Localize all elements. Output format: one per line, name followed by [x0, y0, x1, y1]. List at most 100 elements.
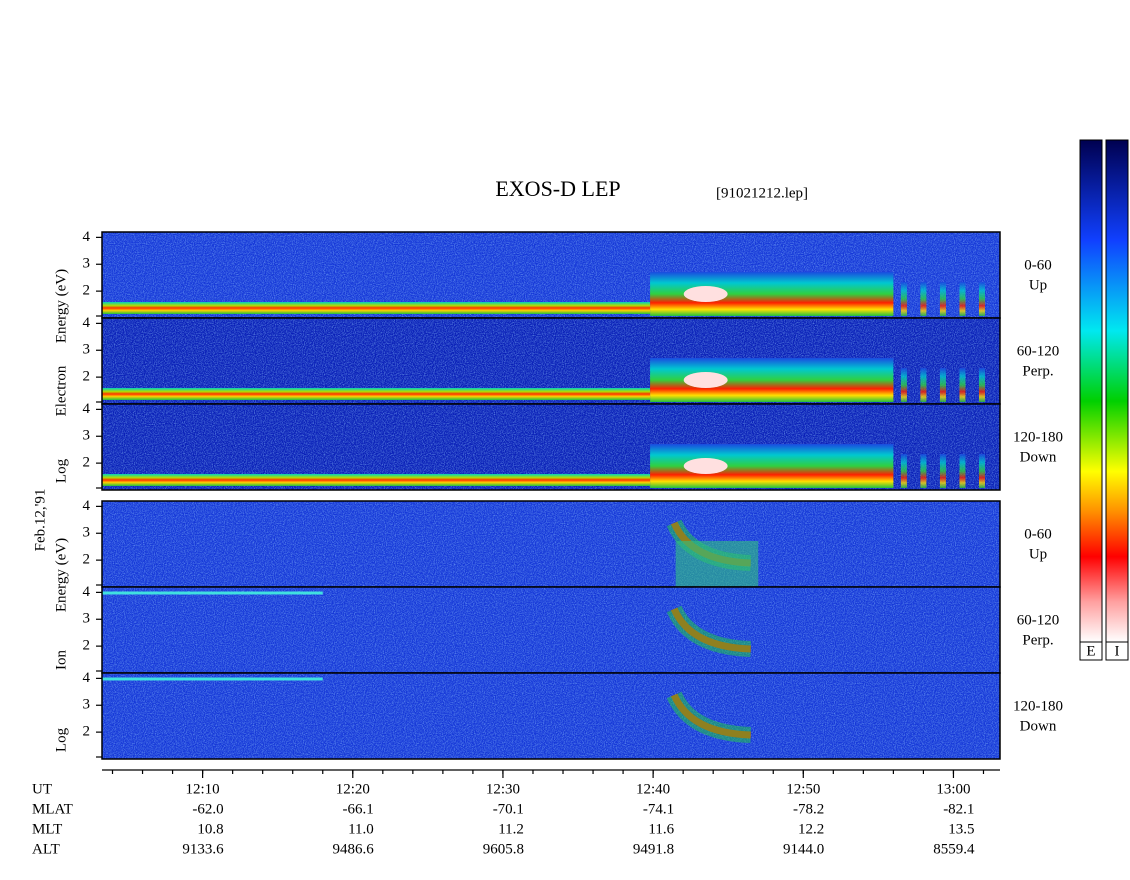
y-tick-label: 2 [83, 552, 91, 568]
spectrogram-panel [102, 501, 1000, 587]
x-tick-label: 12:40 [636, 781, 670, 797]
y-axis-label: Electron [53, 365, 69, 416]
flux-band [102, 388, 651, 400]
panel-angle: 0-60 [1024, 526, 1052, 542]
flux-peak [683, 286, 728, 302]
y-tick-label: 3 [83, 525, 91, 541]
row-label: MLT [32, 821, 62, 837]
spectrogram-panel [102, 673, 1000, 759]
y-axis-label: Energy (eV) [53, 538, 69, 612]
ion-arc-halo [666, 691, 752, 743]
row-value: -70.1 [493, 801, 524, 817]
panel-direction: Up [1029, 546, 1047, 562]
row-value: 11.6 [648, 821, 674, 837]
y-tick-label: 3 [83, 697, 91, 713]
panel-frame [101, 672, 1001, 760]
row-label: ALT [32, 841, 60, 857]
flux-spike [978, 368, 985, 402]
row-value: 12.2 [798, 821, 824, 837]
flux-spike [978, 454, 985, 488]
y-tick-label: 4 [83, 584, 91, 600]
y-tick-label: 2 [83, 455, 91, 471]
flux-band [102, 474, 651, 486]
colorbar [1079, 139, 1103, 643]
y-tick-label: 2 [83, 283, 91, 299]
flux-spike [959, 368, 966, 402]
row-value: 9144.0 [783, 841, 824, 857]
file-name: [91021212.lep] [716, 185, 808, 201]
colorbars: E I [1079, 139, 1129, 661]
flux-spike [959, 282, 966, 316]
y-tick-label: 3 [83, 342, 91, 358]
x-tick-label: 12:10 [186, 781, 220, 797]
row-value: -74.1 [643, 801, 674, 817]
colorbar-label: I [1115, 643, 1120, 659]
flux-spike [939, 282, 946, 316]
row-value: -82.1 [943, 801, 974, 817]
panel-direction: Down [1020, 718, 1057, 734]
colorbar [1105, 139, 1129, 643]
spectrogram-panel [102, 404, 1000, 490]
flux-spike [939, 368, 946, 402]
flux-spike [900, 454, 907, 488]
row-value: 11.0 [348, 821, 374, 837]
flux-spike [920, 368, 927, 402]
panel-angle: 60-120 [1017, 343, 1060, 359]
flux-peak [683, 372, 728, 388]
title: EXOS-D LEP [495, 176, 620, 201]
y-tick-label: 3 [83, 611, 91, 627]
y-tick-label: 2 [83, 724, 91, 740]
spectrogram-panel [102, 587, 1000, 673]
y-tick-label: 2 [83, 638, 91, 654]
row-value: 9486.6 [333, 841, 375, 857]
panel-noise [102, 501, 1000, 587]
date-label: Feb.12,'91 [32, 489, 48, 552]
panel-angle: 120-180 [1013, 698, 1063, 714]
x-tick-label: 12:50 [786, 781, 820, 797]
colorbar-box [1105, 641, 1129, 661]
y-tick-label: 3 [83, 256, 91, 272]
flux-spike [920, 454, 927, 488]
y-axis-label: Log [53, 458, 69, 483]
row-value: 9133.6 [182, 841, 224, 857]
y-tick-label: 4 [83, 229, 91, 245]
flux-spike [939, 454, 946, 488]
row-value: 9491.8 [633, 841, 674, 857]
panel-angle: 120-180 [1013, 429, 1063, 445]
y-axis-label: Log [53, 727, 69, 752]
y-tick-label: 4 [83, 670, 91, 686]
x-tick-label: 13:00 [936, 781, 970, 797]
panel-direction: Down [1020, 449, 1057, 465]
flux-spike [920, 282, 927, 316]
y-tick-label: 4 [83, 498, 91, 514]
colorbar-label: E [1086, 643, 1095, 659]
panel-direction: Up [1029, 277, 1047, 293]
spectrogram-panel [102, 232, 1000, 318]
panel-frame [101, 403, 1001, 491]
flux-spike [959, 454, 966, 488]
flux-spike [900, 368, 907, 402]
y-tick-label: 4 [83, 315, 91, 331]
panel-angle: 0-60 [1024, 257, 1052, 273]
x-tick-label: 12:30 [486, 781, 520, 797]
row-value: -78.2 [793, 801, 824, 817]
x-tick-label: 12:20 [336, 781, 370, 797]
y-axis-label: Energy (eV) [53, 269, 69, 343]
row-value: 9605.8 [483, 841, 524, 857]
row-value: 13.5 [948, 821, 974, 837]
row-value: 10.8 [197, 821, 223, 837]
panel-noise [102, 673, 1000, 759]
flux-spike [978, 282, 985, 316]
colorbar-box [1079, 641, 1103, 661]
row-value: -66.1 [343, 801, 374, 817]
ion-diffuse [675, 541, 759, 587]
row-value: 8559.4 [933, 841, 975, 857]
flux-peak [683, 458, 728, 474]
panel-noise [102, 587, 1000, 673]
y-axis-label: Ion [53, 650, 69, 670]
y-tick-label: 4 [83, 401, 91, 417]
panel-direction: Perp. [1022, 363, 1053, 379]
row-label: MLAT [32, 801, 73, 817]
row-value: 11.2 [498, 821, 524, 837]
